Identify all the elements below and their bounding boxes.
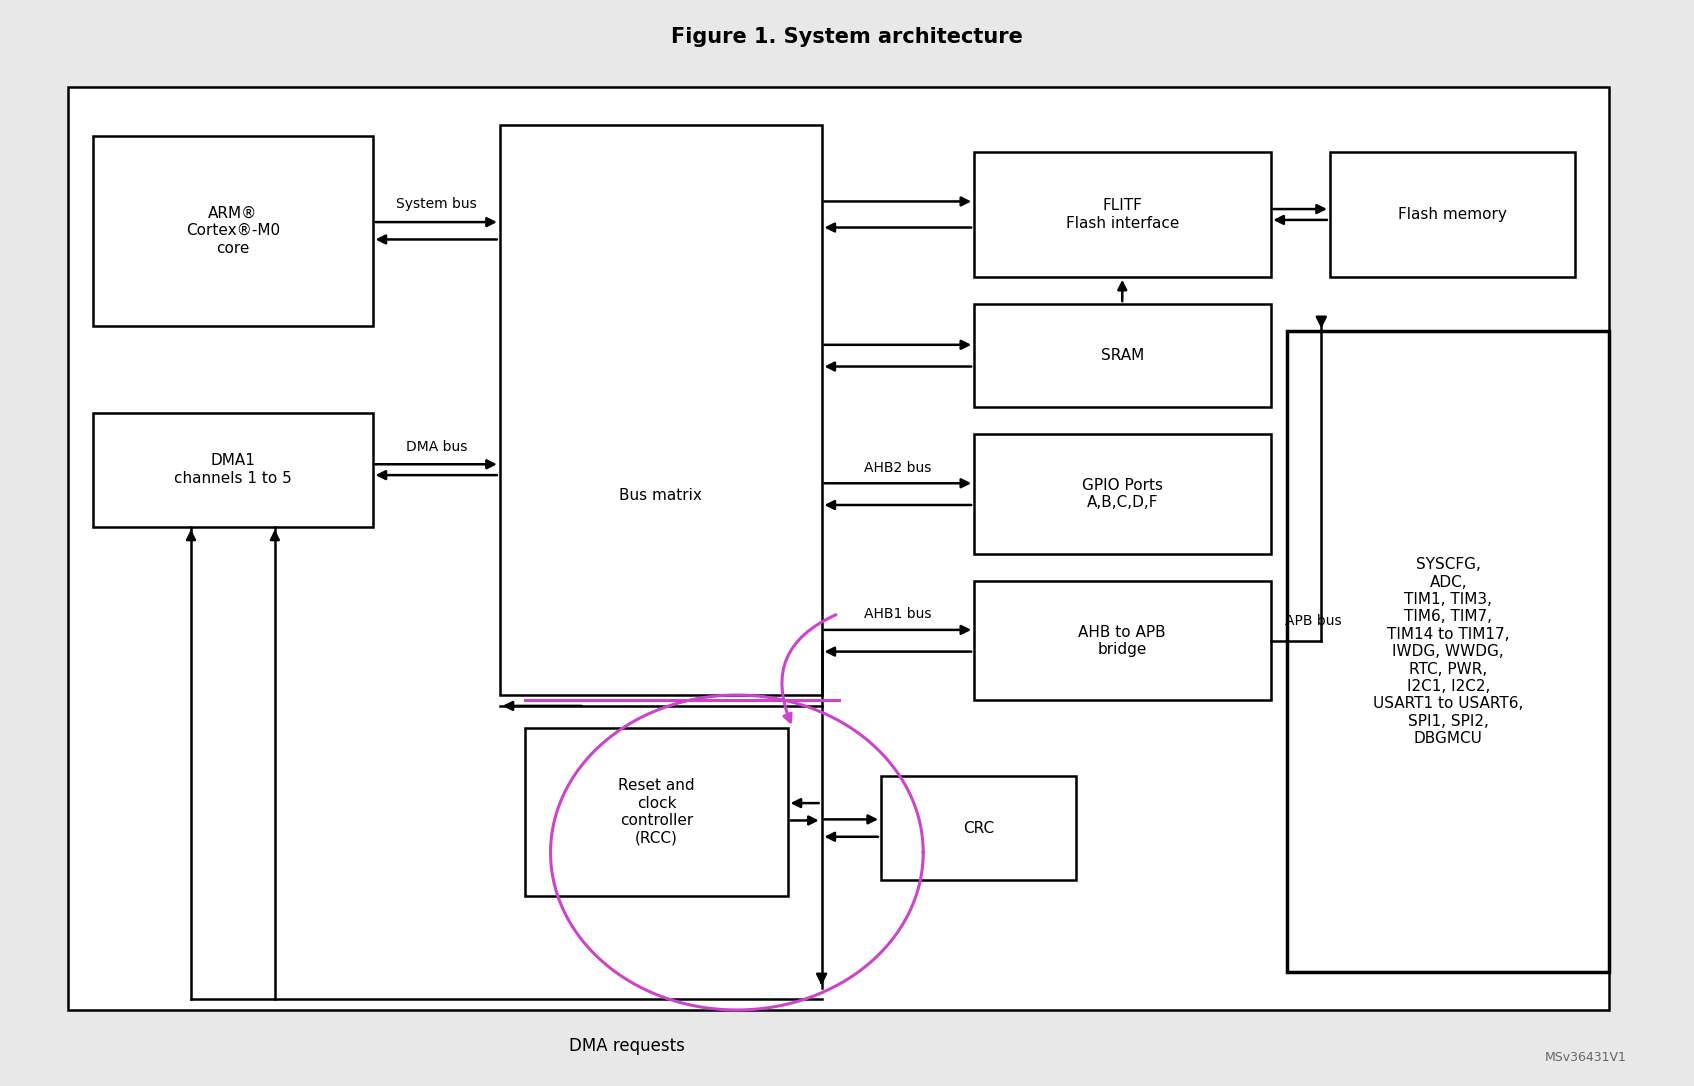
- Text: AHB2 bus: AHB2 bus: [864, 460, 932, 475]
- Text: Flash memory: Flash memory: [1398, 207, 1508, 222]
- Text: DMA bus: DMA bus: [405, 441, 468, 455]
- Text: Bus matrix: Bus matrix: [620, 488, 701, 503]
- Text: GPIO Ports
A,B,C,D,F: GPIO Ports A,B,C,D,F: [1082, 478, 1162, 510]
- Bar: [500, 125, 822, 695]
- Bar: [1330, 152, 1575, 277]
- Bar: [974, 581, 1270, 700]
- Bar: [93, 136, 373, 326]
- Bar: [68, 87, 1609, 1010]
- Text: FLITF
Flash interface: FLITF Flash interface: [1066, 199, 1179, 230]
- Text: MSv36431V1: MSv36431V1: [1545, 1051, 1626, 1064]
- Text: DMA1
channels 1 to 5: DMA1 channels 1 to 5: [174, 454, 291, 485]
- Bar: [93, 413, 373, 527]
- Bar: [974, 304, 1270, 407]
- Bar: [525, 728, 788, 896]
- Bar: [881, 776, 1076, 880]
- Text: AHB1 bus: AHB1 bus: [864, 607, 932, 621]
- Text: System bus: System bus: [396, 198, 476, 212]
- Bar: [1287, 331, 1609, 972]
- Text: ARM®
Cortex®-M0
core: ARM® Cortex®-M0 core: [186, 206, 280, 255]
- Text: CRC: CRC: [962, 821, 994, 835]
- Text: Figure 1. System architecture: Figure 1. System architecture: [671, 27, 1023, 47]
- Bar: [974, 152, 1270, 277]
- Text: DMA requests: DMA requests: [569, 1037, 684, 1056]
- Text: Reset and
clock
controller
(RCC): Reset and clock controller (RCC): [618, 779, 695, 845]
- Text: SYSCFG,
ADC,
TIM1, TIM3,
TIM6, TIM7,
TIM14 to TIM17,
IWDG, WWDG,
RTC, PWR,
I2C1,: SYSCFG, ADC, TIM1, TIM3, TIM6, TIM7, TIM…: [1374, 557, 1523, 746]
- Text: SRAM: SRAM: [1101, 349, 1143, 363]
- Bar: [974, 434, 1270, 554]
- Text: AHB to APB
bridge: AHB to APB bridge: [1079, 624, 1165, 657]
- Text: APB bus: APB bus: [1284, 614, 1342, 628]
